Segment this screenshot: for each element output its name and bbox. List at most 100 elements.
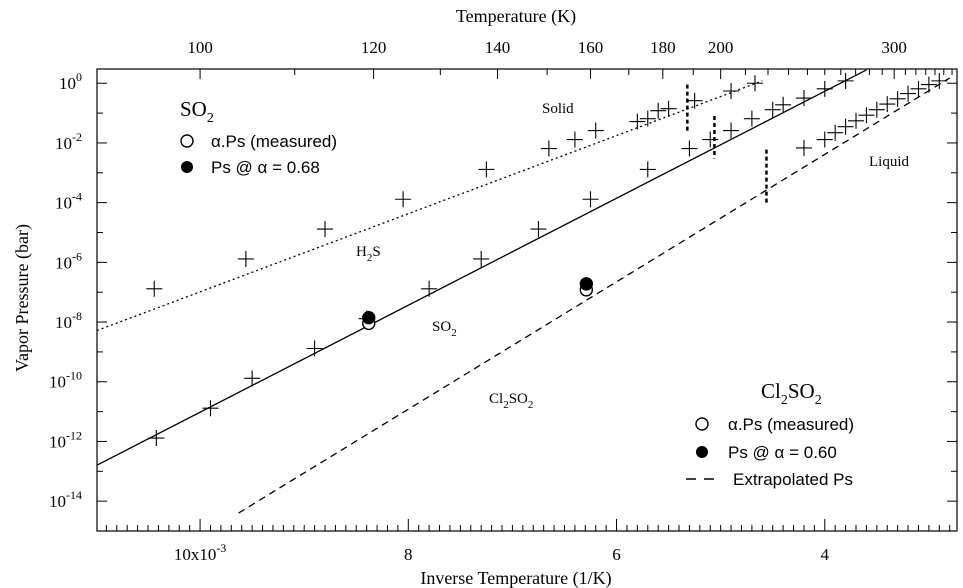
top-tick-label: 200 [708,38,734,57]
label-solid: Solid [542,101,574,117]
data-marker-cl2so2 [879,96,896,113]
label-cl2so2-a: Cl [489,391,503,407]
data-marker-cl2so2 [920,76,937,93]
x-tick-label: 4 [821,545,830,564]
legend-cl2so2: Cl2SO2 α.Ps (measured) Ps @ α = 0.60 Ext… [686,379,854,489]
data-marker-so2 [775,96,792,113]
label-liquid: Liquid [869,154,909,170]
legend-so2-filled-circle [181,161,193,173]
x-axis-title: Inverse Temperature (1/K) [420,568,611,588]
data-marker-h2s [540,140,557,157]
y-tick-label-exponent: -14 [66,488,82,502]
data-marker-so2 [148,430,165,447]
label-cl2so2-sub1: 2 [503,399,509,411]
data-marker-h2s [317,221,334,238]
data-marker-cl2so2 [816,131,833,148]
label-h2s-sub: 2 [367,252,373,264]
y-tick-label-base: 10 [55,194,72,213]
data-marker-h2s [747,75,764,92]
data-marker-h2s [723,82,740,99]
legend-so2-title: SO2 [180,97,214,126]
data-marker-cl2so2 [848,112,865,129]
series-layer [97,69,951,514]
y-tick-label: 10-8 [55,309,82,332]
data-marker-cl2so2 [889,90,906,107]
data-marker-so2 [702,131,719,148]
legend-cl2so2-title-b: SO [788,379,815,403]
plot-frame [96,68,958,532]
legend-cl2so2-title-sub1: 2 [781,393,788,408]
data-marker-so2 [723,122,740,139]
data-marker-cl2so2 [827,124,844,141]
legend-cl2so2-title-sub2: 2 [815,393,822,408]
series-line-so2 [97,69,867,466]
label-cl2so2-b: SO [509,391,528,407]
data-marker-cl2so2 [858,107,875,124]
measured-point-filled [362,310,376,325]
y-tick-label: 10-12 [49,428,82,451]
label-cl2so2-sub2: 2 [528,399,534,411]
series-line-h2s [97,80,763,332]
label-cl2so2: Cl2SO2 [489,391,533,411]
label-so2: SO2 [432,319,457,339]
data-marker-so2 [530,221,547,238]
data-marker-so2 [244,370,261,387]
legend-cl2so2-filled-circle [696,446,708,458]
data-marker-so2 [764,101,781,118]
top-tick-label: 160 [578,38,604,57]
data-marker-cl2so2 [868,101,885,118]
data-marker-cl2so2 [837,118,854,135]
data-marker-h2s [395,191,412,208]
legend-so2-title-sub: 2 [207,111,214,126]
data-marker-cl2so2 [931,72,948,89]
legend-so2: SO2 α.Ps (measured) Ps @ α = 0.68 [180,97,337,177]
x-tick-label-base: 10x10 [174,545,217,564]
measured-point-filled [579,277,594,291]
top-tick-label: 300 [881,38,907,57]
y-tick-label-exponent: -2 [72,130,82,144]
legend-cl2so2-title-a: Cl [761,379,781,403]
data-marker-h2s [629,113,646,130]
top-tick-label: 100 [187,38,213,57]
x-tick-label: 8 [404,545,413,564]
y-tick-label-exponent: -12 [66,428,82,442]
top-tick-label: 120 [361,38,387,57]
data-marker-cl2so2 [900,85,917,102]
legend-cl2so2-entry-extrapolated: Extrapolated Ps [733,470,853,489]
label-so2-sub: 2 [451,327,457,339]
y-tick-label-base: 10 [49,432,66,451]
y-tick-label-base: 10 [55,134,72,153]
data-marker-h2s [639,110,656,127]
y-tick-label-exponent: -4 [72,190,82,204]
data-marker-so2 [306,340,323,357]
data-marker-so2 [837,72,854,89]
data-marker-cl2so2 [795,139,812,156]
x-tick-label-exponent: -3 [216,541,226,555]
data-marker-so2 [202,400,219,417]
y-tick-label-exponent: 0 [76,70,82,84]
label-h2s-main: H [356,244,367,260]
y-tick-label-base: 10 [59,74,76,93]
top-tick-label: 140 [485,38,511,57]
data-marker-h2s [237,250,254,267]
plot-area [97,69,951,514]
y-tick-label: 10-2 [55,130,82,153]
x-tick-label-base: 8 [404,545,413,564]
y-tick-label-exponent: -10 [66,369,82,383]
y-tick-label: 10-6 [55,249,82,272]
y-tick-label-base: 10 [49,492,66,511]
y-tick-label-exponent: -6 [72,249,82,263]
x-tick-label: 10x10-3 [174,541,227,564]
data-marker-so2 [582,191,599,208]
series-line-cl2so2 [238,77,951,514]
data-marker-h2s [146,280,163,297]
axes-layer: 10010-210-410-610-810-1010-1210-1410x10-… [49,38,958,564]
data-marker-so2 [816,80,833,97]
x-tick-label-base: 6 [612,545,621,564]
y-tick-label-base: 10 [49,373,66,392]
legend-so2-entry-measured: α.Ps (measured) [211,132,337,151]
top-tick-label: 180 [650,38,676,57]
data-marker-so2 [795,90,812,107]
legend-so2-open-circle [180,134,194,148]
